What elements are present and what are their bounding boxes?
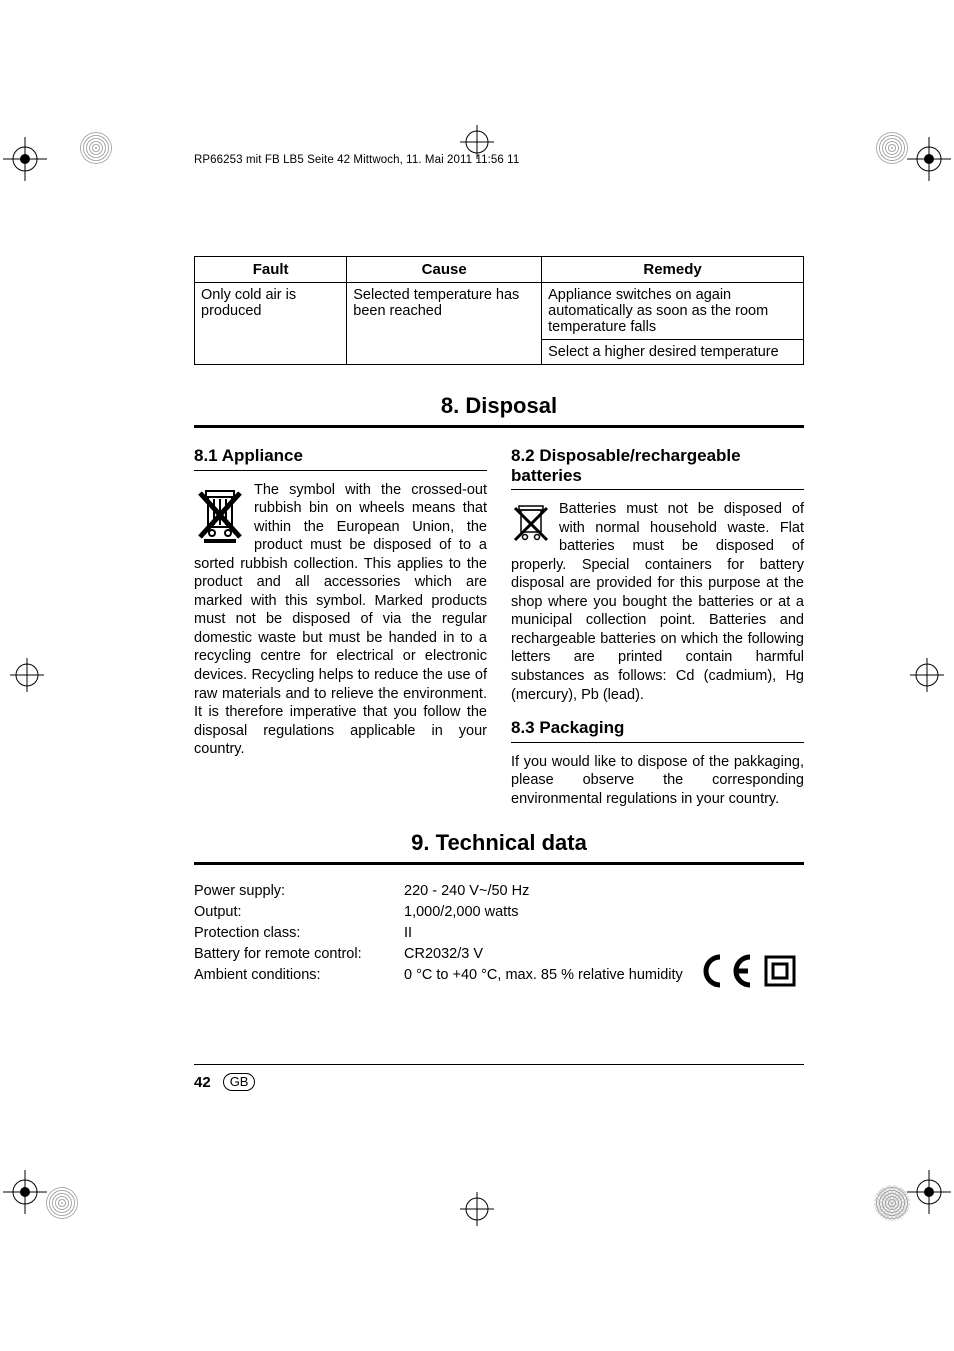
divider xyxy=(511,489,804,490)
spec-key: Protection class: xyxy=(194,923,404,944)
paragraph-text: If you would like to dispose of the pakk… xyxy=(511,754,804,807)
divider xyxy=(194,470,487,471)
fault-table: Fault Cause Remedy Only cold air is prod… xyxy=(194,256,804,365)
divider xyxy=(194,425,804,428)
registration-mark-icon xyxy=(3,1170,47,1214)
registration-mark-icon xyxy=(10,658,44,692)
list-item: Power supply: 220 - 240 V~/50 Hz xyxy=(194,881,804,902)
spec-value: 220 - 240 V~/50 Hz xyxy=(404,881,804,902)
subsection-heading: 8.3 Packaging xyxy=(511,718,804,738)
divider xyxy=(194,862,804,865)
registration-mark-icon xyxy=(3,137,47,181)
page: RP66253 mit FB LB5 Seite 42 Mittwoch, 11… xyxy=(0,0,954,1351)
color-patch-icon xyxy=(876,132,908,164)
color-patch-icon xyxy=(46,1187,78,1219)
page-content: Fault Cause Remedy Only cold air is prod… xyxy=(194,256,804,1117)
running-head: RP66253 mit FB LB5 Seite 42 Mittwoch, 11… xyxy=(194,154,519,166)
list-item: Output: 1,000/2,000 watts xyxy=(194,902,804,923)
ce-mark-icon xyxy=(694,953,804,989)
table-header: Cause xyxy=(347,257,542,283)
table-cell: Only cold air is produced xyxy=(195,283,347,365)
spec-key: Power supply: xyxy=(194,881,404,902)
registration-mark-icon xyxy=(460,1192,494,1226)
registration-mark-icon xyxy=(907,137,951,181)
spec-value: 1,000/2,000 watts xyxy=(404,902,804,923)
table-header: Remedy xyxy=(542,257,804,283)
right-column: 8.2 Disposable/rechargeable batteries xyxy=(511,446,804,808)
page-number: 42 xyxy=(194,1074,211,1091)
crop-frame: RP66253 mit FB LB5 Seite 42 Mittwoch, 11… xyxy=(130,160,868,1181)
region-badge: GB xyxy=(223,1073,256,1091)
table-header: Fault xyxy=(195,257,347,283)
battery-bin-icon xyxy=(511,502,551,546)
left-column: 8.1 Appliance xyxy=(194,446,487,808)
subsection-heading: 8.1 Appliance xyxy=(194,446,487,466)
paragraph-text: Batteries must not be disposed of with n… xyxy=(511,501,804,702)
spec-key: Output: xyxy=(194,902,404,923)
spec-key: Ambient conditions: xyxy=(194,965,404,986)
spec-key: Battery for remote control: xyxy=(194,944,404,965)
color-patch-icon xyxy=(80,132,112,164)
table-cell: Select a higher desired temperature xyxy=(542,340,804,365)
spec-value: II xyxy=(404,923,804,944)
paragraph: If you would like to dispose of the pakk… xyxy=(511,753,804,809)
table-cell: Appliance switches on again automaticall… xyxy=(542,283,804,340)
table-row: Fault Cause Remedy xyxy=(195,257,804,283)
page-footer: 42 GB xyxy=(194,1064,804,1091)
color-patch-icon xyxy=(876,1187,908,1219)
two-column-layout: 8.1 Appliance xyxy=(194,446,804,808)
table-cell: Selected temperature has been reached xyxy=(347,283,542,365)
registration-mark-icon xyxy=(907,1170,951,1214)
section-heading: 9. Technical data xyxy=(194,830,804,856)
list-item: Protection class: II xyxy=(194,923,804,944)
paragraph: The symbol with the crossed-out rubbish … xyxy=(194,481,487,759)
paragraph: Batteries must not be disposed of with n… xyxy=(511,500,804,704)
subsection-heading: 8.2 Disposable/rechargeable batteries xyxy=(511,446,804,485)
divider xyxy=(511,742,804,743)
weee-bin-icon xyxy=(194,483,246,545)
table-row: Only cold air is produced Selected tempe… xyxy=(195,283,804,340)
registration-mark-icon xyxy=(910,658,944,692)
section-heading: 8. Disposal xyxy=(194,393,804,419)
